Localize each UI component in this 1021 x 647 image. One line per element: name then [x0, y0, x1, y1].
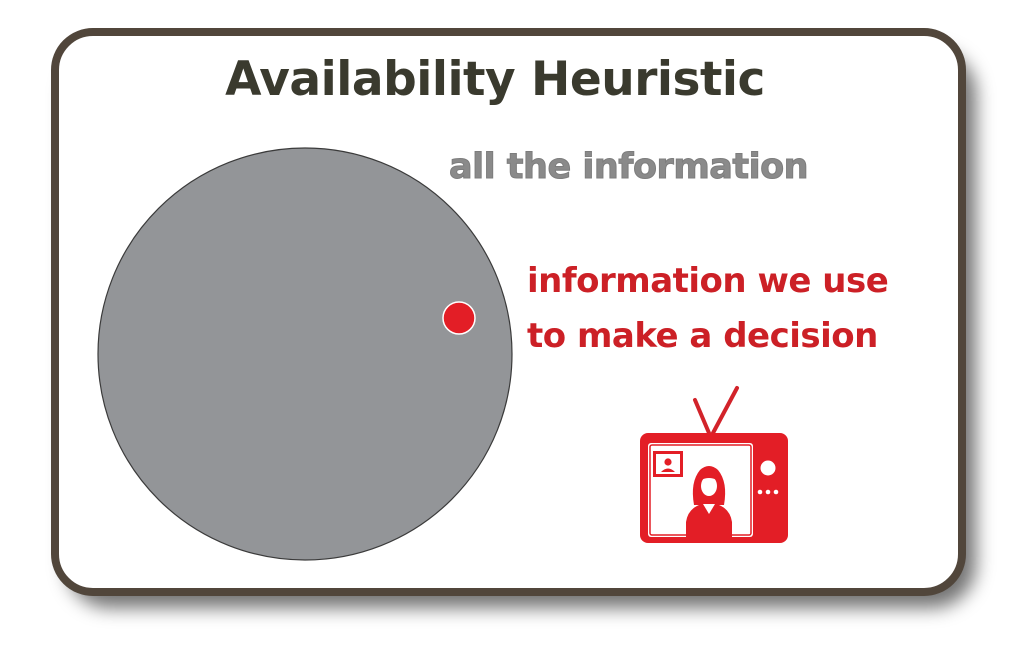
used-information-label-line1: information we use — [527, 261, 889, 301]
diagram-title: Availability Heuristic — [225, 52, 765, 107]
used-information-label-line2: to make a decision — [527, 316, 878, 356]
used-information-label: information we use to make a decision — [527, 254, 889, 364]
all-information-circle — [97, 147, 513, 561]
all-information-label: all the information — [448, 147, 809, 188]
television-icon — [640, 386, 788, 543]
used-information-dot — [442, 301, 476, 335]
